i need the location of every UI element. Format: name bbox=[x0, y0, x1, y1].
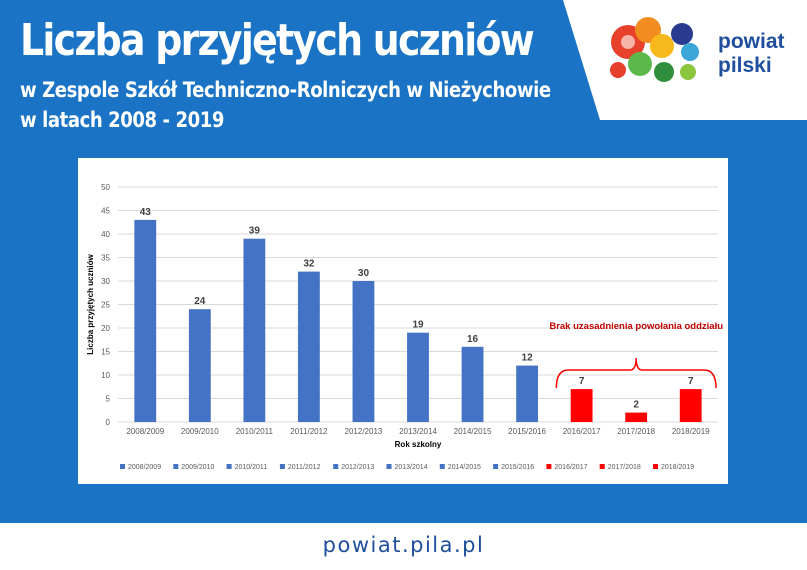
y-tick-label: 40 bbox=[101, 230, 110, 239]
legend-swatch bbox=[173, 464, 179, 469]
x-tick-label: 2018/2019 bbox=[672, 427, 710, 436]
logo-text: powiat pilski bbox=[718, 30, 785, 78]
y-tick-label: 50 bbox=[101, 183, 110, 192]
x-tick-label: 2011/2012 bbox=[290, 427, 328, 436]
y-axis-label: Liczba przyjętych uczniów bbox=[86, 253, 95, 354]
bar-2009-2010 bbox=[188, 309, 211, 422]
legend-swatch bbox=[493, 464, 499, 469]
y-tick-label: 5 bbox=[106, 395, 111, 404]
x-tick-label: 2008/2009 bbox=[126, 427, 164, 436]
data-label: 12 bbox=[522, 353, 534, 364]
y-tick-label: 15 bbox=[101, 348, 110, 357]
annotation-brace bbox=[555, 357, 717, 389]
data-label: 7 bbox=[579, 376, 585, 387]
data-label: 16 bbox=[467, 334, 479, 345]
x-tick-label: 2013/2014 bbox=[399, 427, 437, 436]
legend-entry: 2015/2016 bbox=[501, 464, 534, 471]
x-tick-label: 2017/2018 bbox=[617, 427, 655, 436]
logo-text-line1: powiat bbox=[718, 30, 785, 53]
x-tick-label: 2010/2011 bbox=[236, 427, 274, 436]
page-title: Liczba przyjętych uczniów bbox=[20, 15, 535, 66]
page-subtitle-line2: w latach 2008 - 2019 bbox=[20, 108, 225, 132]
y-tick-label: 20 bbox=[101, 324, 110, 333]
bar-2011-2012 bbox=[298, 271, 320, 422]
legend-entry: 2018/2019 bbox=[661, 464, 694, 471]
legend-swatch bbox=[439, 464, 445, 469]
x-tick-label: 2014/2015 bbox=[454, 427, 492, 436]
data-label: 39 bbox=[249, 226, 261, 237]
legend-entry: 2010/2011 bbox=[235, 464, 268, 471]
bar-2010-2011 bbox=[243, 238, 266, 422]
legend-entry: 2013/2014 bbox=[395, 464, 428, 471]
x-axis-label: Rok szkolny bbox=[395, 440, 442, 449]
legend-entry: 2009/2010 bbox=[181, 464, 214, 471]
x-tick-label: 2009/2010 bbox=[181, 427, 219, 436]
y-tick-label: 45 bbox=[101, 207, 110, 216]
legend-swatch bbox=[599, 464, 605, 469]
legend-entry: 2008/2009 bbox=[128, 464, 161, 471]
x-tick-label: 2016/2017 bbox=[563, 427, 601, 436]
bar-2017-2018 bbox=[625, 412, 648, 422]
legend-swatch bbox=[120, 464, 125, 469]
footer-url[interactable]: powiat.pila.pl bbox=[322, 533, 485, 557]
y-tick-label: 10 bbox=[101, 371, 110, 380]
legend-swatch bbox=[386, 464, 392, 469]
data-label: 2 bbox=[633, 400, 639, 411]
legend-entry: 2014/2015 bbox=[448, 464, 481, 471]
data-label: 19 bbox=[412, 320, 424, 331]
y-tick-label: 25 bbox=[101, 301, 110, 310]
bar-chart: 0 5 10 15 20 25 30 35 40 45 50 Liczba przyjętych uc… bbox=[86, 183, 723, 471]
footer: powiat.pila.pl bbox=[0, 523, 807, 570]
legend-entry: 2012/2013 bbox=[341, 464, 374, 471]
y-tick-label: 30 bbox=[101, 277, 110, 286]
annotation-text: Brak uzasadnienia powołania oddziału bbox=[549, 321, 723, 332]
legend-entry: 2011/2012 bbox=[288, 464, 321, 471]
y-tick-label: 35 bbox=[101, 254, 110, 263]
legend-swatch bbox=[226, 464, 232, 469]
bar-2012-2013 bbox=[352, 281, 375, 422]
page-subtitle-line1: w Zespole Szkół Techniczno-Rolniczych w … bbox=[20, 78, 551, 102]
legend-entry: 2016/2017 bbox=[554, 464, 587, 471]
bar-2015-2016 bbox=[516, 365, 538, 422]
data-label: 43 bbox=[140, 207, 152, 218]
powiat-pilski-logo-icon bbox=[610, 17, 699, 82]
data-label: 24 bbox=[194, 296, 206, 307]
x-tick-label: 2015/2016 bbox=[508, 427, 546, 436]
bar-2008-2009 bbox=[134, 219, 157, 422]
legend-swatch bbox=[653, 464, 658, 469]
legend-entry: 2017/2018 bbox=[608, 464, 641, 471]
bar-2014-2015 bbox=[461, 346, 484, 422]
bar-2013-2014 bbox=[407, 332, 429, 422]
legend-swatch bbox=[546, 464, 552, 469]
bar-2016-2017 bbox=[570, 389, 593, 422]
legend-swatch bbox=[333, 464, 339, 469]
x-tick-label: 2012/2013 bbox=[345, 427, 383, 436]
data-label: 30 bbox=[358, 268, 370, 279]
data-label: 32 bbox=[303, 259, 315, 270]
chart-card: 0 5 10 15 20 25 30 35 40 45 50 Liczba przyjętych uc… bbox=[78, 158, 728, 484]
bar-2018-2019 bbox=[679, 389, 702, 422]
y-tick-label: 0 bbox=[106, 418, 111, 427]
logo-text-line2: pilski bbox=[718, 54, 772, 77]
legend-swatch bbox=[279, 464, 285, 469]
data-label: 7 bbox=[688, 376, 694, 387]
